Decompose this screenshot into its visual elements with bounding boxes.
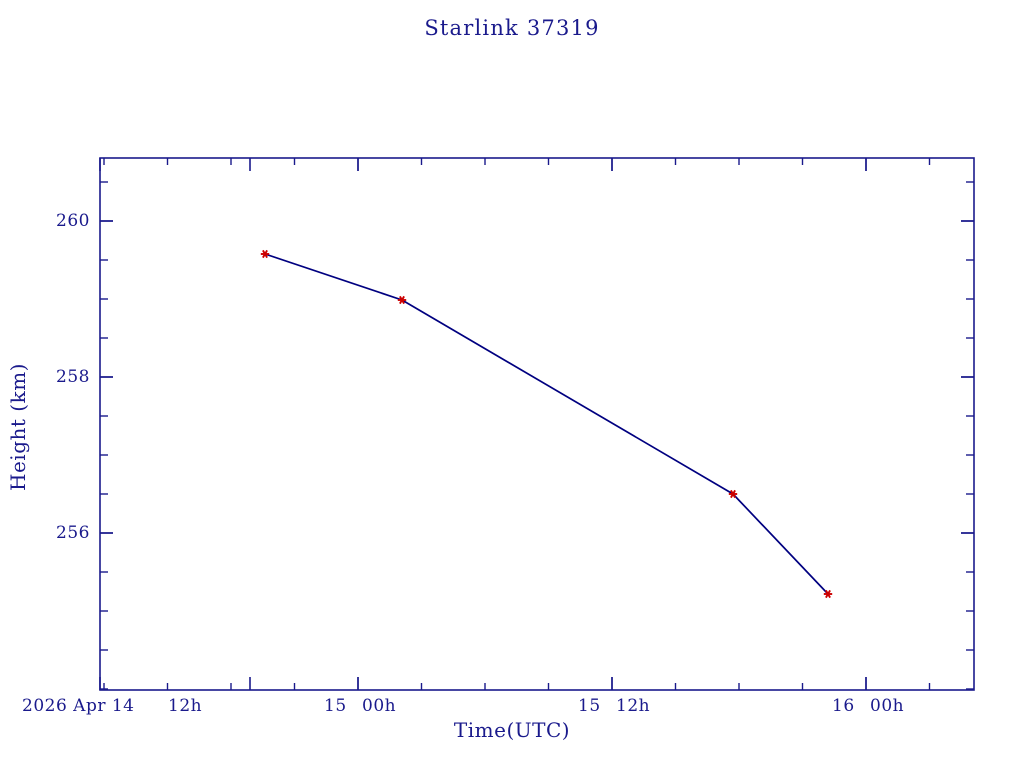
axis-frame: [99, 157, 975, 691]
x-tick-label: 00h: [362, 696, 397, 716]
x-axis-title: Time(UTC): [453, 718, 571, 742]
data-series-line: [264, 253, 829, 595]
x-tick-label: 16: [832, 696, 855, 716]
x-tick-label: 15: [578, 696, 601, 716]
x-tick-label: 15: [324, 696, 347, 716]
data-point-marker: [728, 489, 738, 499]
y-axis-ticks: [100, 181, 974, 690]
x-tick-label: 2026 Apr 14: [22, 696, 135, 716]
chart-title: Starlink 37319: [424, 16, 600, 40]
y-tick-label: 260: [56, 211, 90, 231]
y-tick-label: 256: [56, 523, 90, 543]
x-axis-ticks: [99, 158, 931, 690]
x-tick-label: 00h: [870, 696, 905, 716]
x-tick-label: 12h: [168, 696, 203, 716]
data-point-marker: [823, 589, 833, 599]
data-point-marker: [397, 295, 407, 305]
y-tick-label: 258: [56, 367, 90, 387]
data-point-marker: [260, 249, 270, 259]
data-series-markers: [260, 249, 833, 599]
x-tick-label: 12h: [616, 696, 651, 716]
